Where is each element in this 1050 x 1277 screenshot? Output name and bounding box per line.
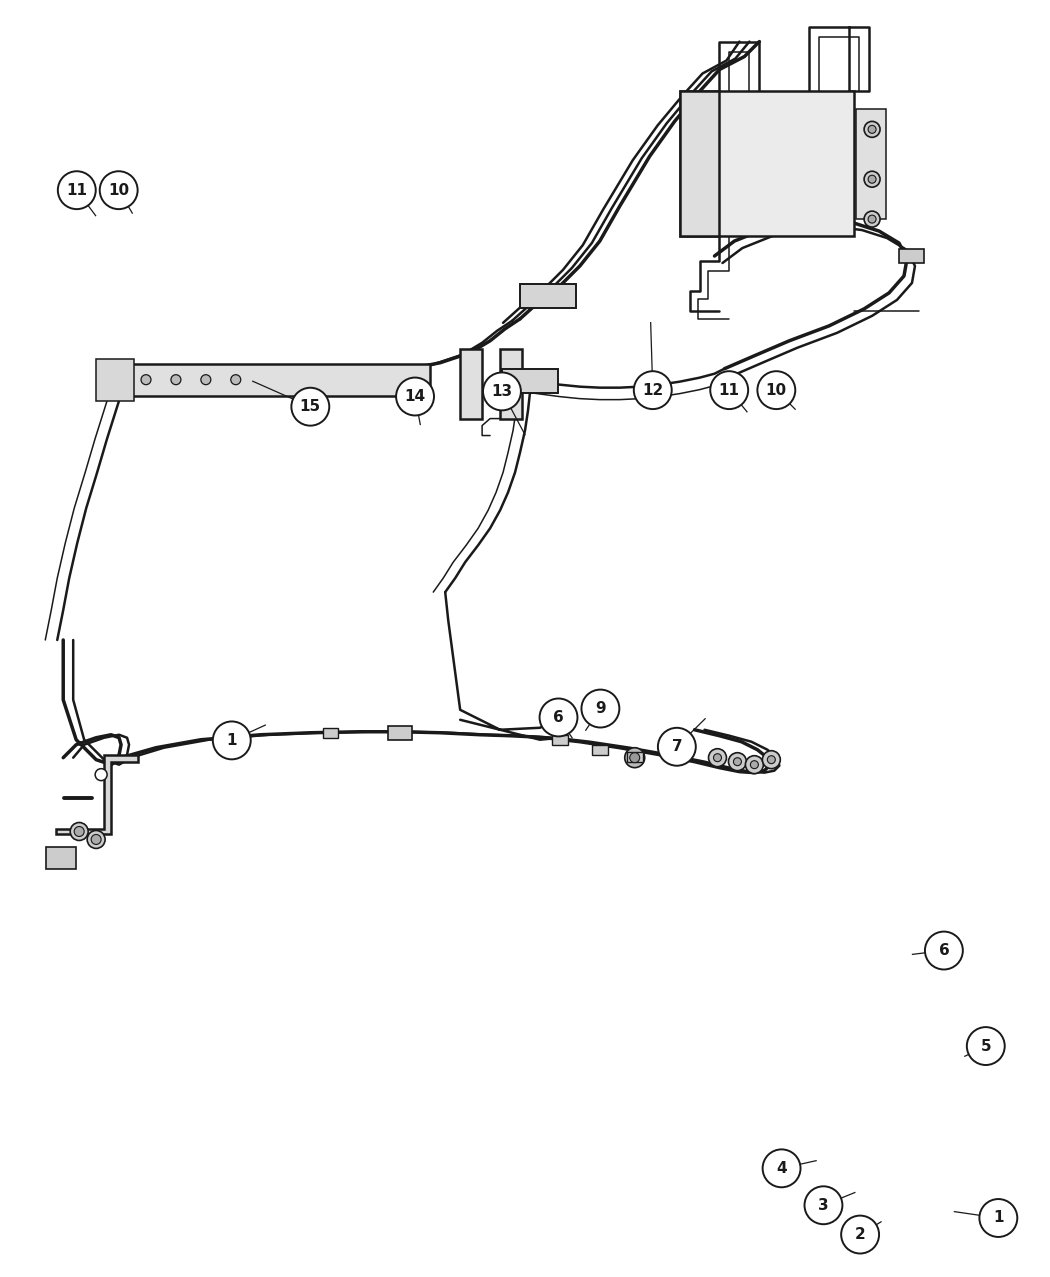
Circle shape (729, 752, 747, 770)
FancyBboxPatch shape (679, 92, 719, 236)
Circle shape (868, 175, 876, 183)
Circle shape (868, 215, 876, 223)
Text: 15: 15 (299, 400, 321, 414)
Text: 11: 11 (718, 383, 739, 397)
Circle shape (864, 171, 880, 188)
FancyBboxPatch shape (552, 734, 568, 744)
Circle shape (868, 125, 876, 133)
Circle shape (291, 388, 330, 425)
Circle shape (483, 373, 521, 410)
FancyBboxPatch shape (500, 349, 522, 419)
Circle shape (91, 834, 101, 844)
Text: 2: 2 (855, 1227, 865, 1243)
Circle shape (70, 822, 88, 840)
Circle shape (625, 748, 645, 767)
FancyBboxPatch shape (460, 349, 482, 419)
Text: 7: 7 (672, 739, 682, 755)
Circle shape (757, 372, 795, 409)
Circle shape (967, 1027, 1005, 1065)
FancyBboxPatch shape (899, 249, 924, 263)
Circle shape (231, 374, 240, 384)
Circle shape (87, 830, 105, 848)
Text: 1: 1 (993, 1211, 1004, 1226)
Text: 12: 12 (643, 383, 664, 397)
Text: 14: 14 (404, 389, 425, 404)
Circle shape (213, 722, 251, 760)
Text: 1: 1 (227, 733, 237, 748)
FancyBboxPatch shape (46, 848, 77, 870)
Circle shape (864, 121, 880, 138)
Circle shape (864, 211, 880, 227)
FancyBboxPatch shape (592, 744, 608, 755)
Text: 13: 13 (491, 384, 512, 398)
Circle shape (171, 374, 181, 384)
Text: 5: 5 (981, 1038, 991, 1054)
Circle shape (762, 1149, 800, 1188)
Text: 10: 10 (108, 183, 129, 198)
FancyBboxPatch shape (131, 364, 430, 396)
Circle shape (96, 769, 107, 780)
Circle shape (709, 748, 727, 766)
Circle shape (762, 751, 780, 769)
Circle shape (540, 699, 578, 737)
Circle shape (804, 1186, 842, 1225)
Circle shape (141, 374, 151, 384)
FancyBboxPatch shape (856, 110, 886, 220)
FancyBboxPatch shape (520, 283, 575, 308)
Circle shape (75, 826, 84, 836)
Text: 3: 3 (818, 1198, 828, 1213)
FancyBboxPatch shape (388, 725, 413, 739)
Text: 9: 9 (595, 701, 606, 716)
Circle shape (634, 372, 672, 409)
Circle shape (714, 753, 721, 761)
FancyBboxPatch shape (97, 359, 134, 401)
Circle shape (201, 374, 211, 384)
Circle shape (980, 1199, 1017, 1237)
Circle shape (734, 757, 741, 766)
Circle shape (841, 1216, 879, 1254)
Text: 4: 4 (776, 1161, 786, 1176)
Text: 11: 11 (66, 183, 87, 198)
FancyBboxPatch shape (322, 728, 338, 738)
Text: 6: 6 (553, 710, 564, 725)
Circle shape (710, 372, 749, 409)
Circle shape (100, 171, 138, 209)
FancyBboxPatch shape (679, 92, 854, 236)
Polygon shape (57, 755, 138, 834)
FancyBboxPatch shape (502, 369, 558, 392)
Circle shape (925, 932, 963, 969)
FancyBboxPatch shape (627, 752, 643, 761)
Circle shape (751, 761, 758, 769)
Circle shape (396, 378, 434, 415)
Circle shape (58, 171, 96, 209)
Circle shape (658, 728, 696, 766)
Text: 10: 10 (765, 383, 786, 397)
Circle shape (746, 756, 763, 774)
Circle shape (630, 752, 639, 762)
Text: 6: 6 (939, 942, 949, 958)
Circle shape (768, 756, 775, 764)
Circle shape (582, 690, 620, 728)
